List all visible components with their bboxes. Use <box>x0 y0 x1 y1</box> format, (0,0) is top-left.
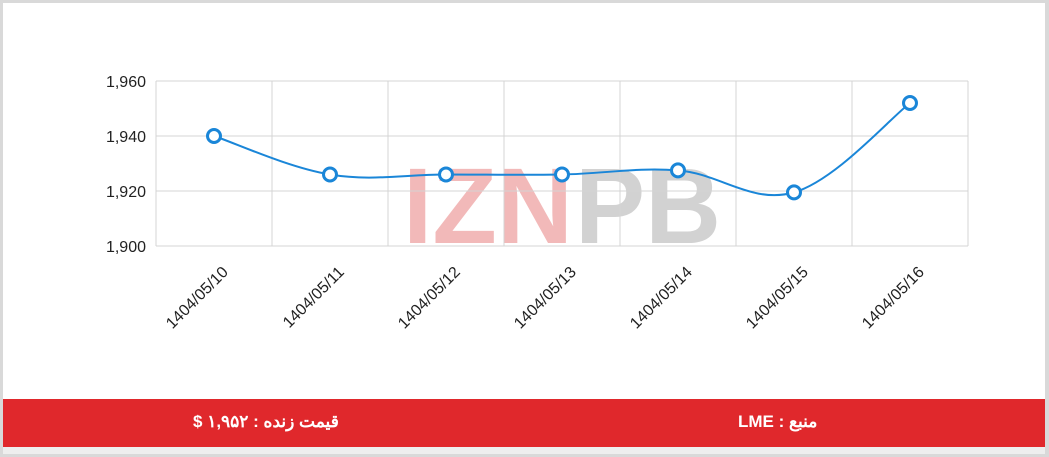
data-point <box>322 166 338 183</box>
data-point <box>438 166 454 183</box>
x-tick-label: 1404/05/12 <box>395 264 464 333</box>
source-label: منبع : LME <box>738 412 818 431</box>
x-tick-label: 1404/05/13 <box>511 264 580 333</box>
watermark-text-part1: IZN <box>403 145 573 266</box>
y-tick-label: 1,920 <box>106 184 146 201</box>
x-tick-label: 1404/05/11 <box>280 264 348 332</box>
footer-bar: قیمت زنده : ۱,۹۵۲ $ منبع : LME <box>3 399 1045 447</box>
data-point <box>786 184 802 201</box>
data-point <box>670 162 686 179</box>
y-tick-label: 1,940 <box>106 129 146 146</box>
data-point <box>554 166 570 183</box>
x-tick-label: 1404/05/14 <box>627 264 696 333</box>
chart-card: IZN PB 1,960 1,940 1,920 1,900 1404/05/10 1404/… <box>3 3 1045 454</box>
y-tick-label: 1,900 <box>106 239 146 256</box>
x-tick-label: 1404/05/10 <box>163 264 232 333</box>
bottom-strip <box>3 447 1045 454</box>
watermark-text-part2: PB <box>575 145 721 266</box>
line-chart: IZN PB 1,960 1,940 1,920 1,900 1404/05/10 1404/… <box>106 74 969 333</box>
x-tick-label: 1404/05/16 <box>859 264 928 333</box>
y-tick-label: 1,960 <box>106 74 146 91</box>
data-point <box>206 128 222 144</box>
data-point <box>902 95 918 111</box>
x-tick-label: 1404/05/15 <box>743 264 812 333</box>
live-price-label: قیمت زنده : ۱,۹۵۲ $ <box>193 412 339 431</box>
